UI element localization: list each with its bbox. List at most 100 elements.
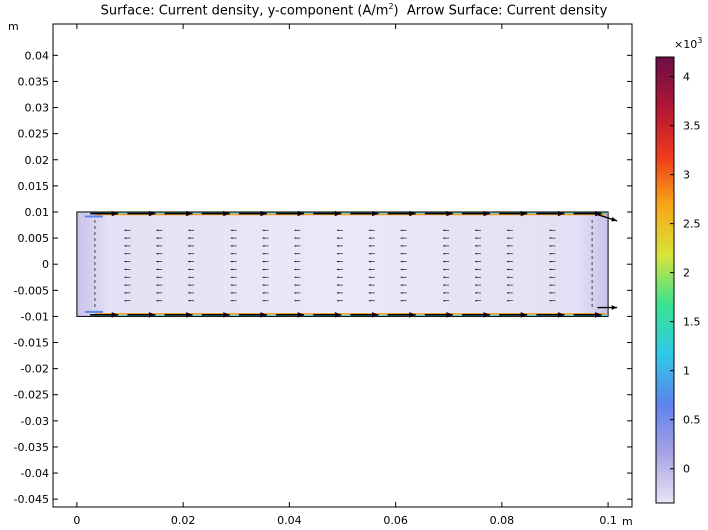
inner-arrow [474,245,481,247]
y-tick-label: 0.03 [25,102,50,115]
inner-arrow [400,276,407,279]
inner-arrow [188,237,195,239]
inner-arrow [230,229,237,232]
inner-arrow [368,268,375,271]
x-tick-label: 0.04 [277,514,302,527]
inner-arrow [443,260,450,263]
colorbar-tick-label: 3 [683,169,690,182]
inner-arrow [549,292,556,294]
edge-arrow [350,210,379,217]
inner-arrow [336,245,343,247]
inner-arrow [368,284,375,286]
colorbar: 0 0.5 1 1.5 2 2.5 3 3.5 4 [655,56,701,504]
inner-arrow [156,252,163,255]
edge-arrow [201,312,230,318]
inner-arrow [156,284,163,286]
inner-arrow [294,229,301,232]
y-ticks: 0.04 0.035 0.03 0.025 0.02 0.015 0.01 0.005 0 -0.… [14,49,632,506]
inner-arrow [506,299,513,302]
inner-arrow [443,299,450,302]
inner-arrow [506,284,513,286]
edge-arrow [462,312,491,318]
colorbar-multiplier-exp: 3 [697,36,702,45]
x-tick-label: 0.06 [383,514,408,527]
inner-arrow [506,292,513,294]
y-tick-label: -0.015 [14,337,49,350]
inner-arrow [124,237,131,239]
inner-arrow [262,252,269,255]
y-tick-label: -0.02 [21,363,49,376]
inner-arrow [188,292,195,294]
inner-arrow [262,276,269,279]
inner-arrow [262,284,269,286]
inner-arrow [400,292,407,294]
inner-arrow [400,299,407,302]
inner-arrow [124,260,131,263]
surface-title-sup: 2 [388,2,394,11]
edge-arrow [90,312,119,318]
inner-arrow [188,284,195,286]
inner-arrow [124,276,131,279]
inner-arrow [230,268,237,271]
inner-arrow [294,268,301,271]
edge-arrow [313,210,342,217]
colorbar-tick-label: 1 [683,365,690,378]
inner-arrow [124,292,131,294]
inner-arrow [506,252,513,255]
inner-arrow [443,245,450,247]
arrow-title: Arrow Surface: Current density [406,3,608,19]
inner-arrow [230,245,237,247]
inner-arrow [230,276,237,279]
inner-arrow [336,237,343,239]
edge-arrow [127,312,156,318]
inner-arrow [474,252,481,255]
inner-arrow [294,245,301,247]
inner-arrow [506,237,513,239]
inner-arrow [368,237,375,239]
inner-arrow [443,252,450,255]
edge-arrow [127,210,156,217]
y-tick-label: 0.035 [18,75,50,88]
y-tick-label: -0.04 [21,467,49,480]
inner-arrow [294,284,301,286]
y-tick-label: -0.035 [14,441,49,454]
inner-arrow [294,292,301,294]
inner-arrow [336,260,343,263]
x-ticks: 0 0.02 0.04 0.06 0.08 0.1 [73,24,617,527]
x-unit-label: m [622,515,633,528]
colorbar-multiplier: ×103 [674,36,702,51]
inner-arrow [336,268,343,271]
inner-arrow [230,284,237,286]
inner-arrow [156,268,163,271]
inner-arrow [294,299,301,302]
inner-arrow [474,299,481,302]
inner-arrow [156,260,163,263]
y-tick-label: -0.03 [21,415,49,428]
edge-arrow [164,312,193,318]
x-tick-label: 0.1 [599,514,617,527]
inner-arrow [400,268,407,271]
colorbar-tick-label: 1.5 [683,316,701,329]
inner-arrow [443,229,450,232]
inner-arrow [294,260,301,263]
x-tick-label: 0 [73,514,80,527]
inner-arrow [188,252,195,255]
inner-arrow [549,276,556,279]
inner-arrow [549,229,556,232]
inner-arrow [474,284,481,286]
colorbar-tick-label: 2 [683,267,690,280]
inner-arrow [549,299,556,302]
inner-arrow [336,276,343,279]
y-tick-label: 0.02 [25,154,50,167]
y-unit-label: m [8,20,19,33]
inner-arrow [124,245,131,247]
edge-arrow [238,312,267,318]
inner-arrow [368,245,375,247]
edge-arrow [350,312,379,318]
inner-arrow [368,299,375,302]
x-tick-label: 0.02 [171,514,196,527]
corner-arrow [597,213,618,222]
inner-arrow [549,245,556,247]
edge-arrow [424,312,453,318]
y-tick-label: 0.04 [25,49,50,62]
